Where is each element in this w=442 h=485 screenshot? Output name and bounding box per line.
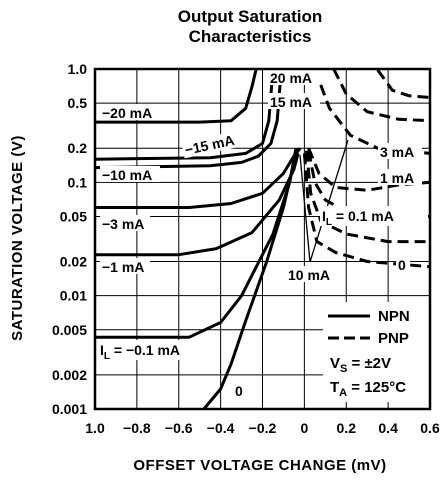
- label-pnp-il-sub: L: [326, 217, 332, 228]
- legend-vs-label: V: [330, 355, 340, 372]
- label-bg: [396, 256, 410, 272]
- legend-bg: [323, 302, 433, 402]
- pnp-curve-10: [307, 147, 431, 192]
- x-axis-label: OFFSET VOLTAGE CHANGE (mV): [133, 457, 386, 474]
- label-npn-zero: 0: [235, 383, 243, 399]
- label-npn-minus20ma: −20 mA: [102, 105, 152, 121]
- label-bg: [378, 169, 422, 185]
- legend-npn-label: NPN: [378, 308, 410, 325]
- label-npn-il: IL = −0.1 mA: [100, 342, 180, 362]
- label-bg: [181, 130, 244, 159]
- label-pnp-il-prefix: I: [322, 208, 326, 224]
- leader-lines: [299, 139, 349, 263]
- pnp-curve-7: [376, 69, 431, 99]
- y-tick-label: 0.02: [60, 254, 87, 270]
- legend-vs-sub: S: [340, 363, 347, 375]
- label-npn-il-suffix: = −0.1 mA: [110, 342, 180, 358]
- legend: NPN PNP VS = ±2V TA = 125°C: [323, 302, 433, 402]
- label-npn-il-prefix: I: [100, 342, 104, 358]
- y-tick-label: 0.5: [68, 95, 88, 111]
- plot-border: [93, 67, 432, 411]
- y-tick-label: 0.005: [52, 322, 87, 338]
- legend-vs-value: = ±2V: [347, 355, 391, 372]
- x-tick-label: 0: [300, 420, 308, 436]
- label-bg: [320, 206, 428, 226]
- label-bg: [233, 382, 245, 398]
- label-pnp-3ma: 3 mA: [380, 144, 414, 160]
- label-npn-minus10ma: −10 mA: [102, 167, 152, 183]
- chart-title-line1: Output Saturation: [178, 7, 322, 26]
- chart-title-line2: Characteristics: [189, 27, 312, 46]
- label-bg: [286, 266, 338, 282]
- pnp-curve-8: [332, 68, 431, 123]
- label-pnp-20ma: 20 mA: [270, 70, 312, 86]
- npn-curve-1: [94, 68, 275, 161]
- legend-pnp-label: PNP: [378, 330, 409, 347]
- npn-curve-6: [202, 147, 300, 410]
- label-pnp-10ma: 10 mA: [288, 267, 330, 283]
- label-bg: [100, 258, 150, 274]
- label-npn-minus3ma: −3 mA: [102, 216, 144, 232]
- y-tick-label: 0.2: [68, 140, 88, 156]
- label-pnp-il-suffix: = 0.1 mA: [332, 208, 394, 224]
- npn-curve-2: [94, 68, 283, 170]
- y-tick-label: 0.001: [52, 401, 87, 417]
- label-bg: [100, 215, 150, 231]
- label-bg: [100, 166, 160, 182]
- curve-labels: −20 mA −15 mA −10 mA −3 mA −1 mA IL = −0…: [98, 69, 428, 399]
- x-tick-label: −0.4: [207, 420, 235, 436]
- label-bg: [268, 93, 320, 109]
- label-bg: [268, 69, 320, 85]
- pnp-curve-9: [313, 68, 431, 155]
- y-tick-label: 0.05: [60, 208, 87, 224]
- label-npn-il-sub: L: [104, 351, 110, 362]
- label-npn-minus15ma: −15 mA: [183, 132, 235, 158]
- label-npn-minus1ma: −1 mA: [102, 259, 144, 275]
- y-tick-label: 0.002: [52, 367, 87, 383]
- label-pnp-zero: 0: [398, 257, 406, 273]
- label-bg: [100, 104, 160, 120]
- pnp-curve-11: [307, 150, 431, 218]
- leader-10ma-npn: [299, 154, 311, 263]
- legend-ta-value: = 125°C: [347, 379, 406, 396]
- label-bg: [98, 340, 210, 360]
- y-tick-label: 1.0: [68, 61, 88, 77]
- x-tick-label: −0.6: [165, 420, 193, 436]
- x-tick-label: −0.2: [249, 420, 277, 436]
- leader-10ma-pnp: [309, 139, 349, 263]
- label-pnp-15ma: 15 mA: [270, 94, 312, 110]
- x-tick-label: −0.8: [123, 420, 151, 436]
- axis-ticks: 1.0 −0.8 −0.6 −0.4 −0.2 0 0.2 0.4 0.6 1.0 0.5 0.2 0.…: [52, 61, 440, 436]
- pnp-curve-12: [305, 150, 430, 244]
- y-tick-label: 0.1: [68, 174, 88, 190]
- curves: [94, 68, 431, 410]
- label-pnp-il: IL = 0.1 mA: [322, 208, 394, 228]
- label-bg: [378, 143, 422, 159]
- legend-vs: VS = ±2V: [330, 355, 391, 375]
- x-tick-label: 0.6: [420, 420, 440, 436]
- legend-ta-label: T: [330, 379, 339, 396]
- x-tick-label: 0.4: [378, 420, 398, 436]
- npn-curve-4: [95, 153, 300, 257]
- x-tick-label: 1.0: [85, 420, 105, 436]
- legend-ta-sub: A: [339, 387, 347, 399]
- legend-ta: TA = 125°C: [330, 379, 406, 399]
- y-axis-label: SATURATION VOLTAGE (V): [9, 135, 26, 341]
- npn-curve-0: [95, 68, 258, 124]
- x-tick-label: 0.2: [337, 420, 357, 436]
- label-pnp-1ma: 1 mA: [380, 170, 414, 186]
- pnp-curve-13: [302, 153, 431, 269]
- y-tick-label: 0.01: [60, 288, 87, 304]
